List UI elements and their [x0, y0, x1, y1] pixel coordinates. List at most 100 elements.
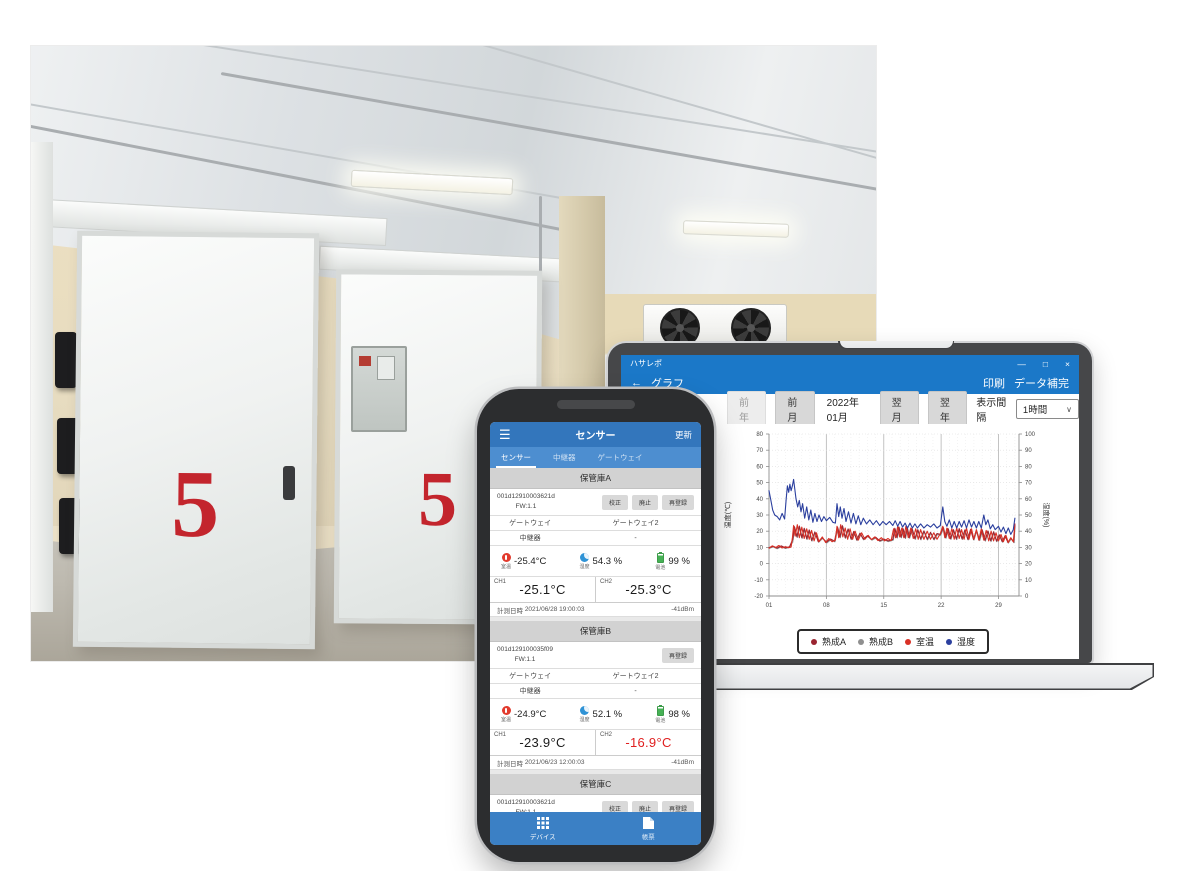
measured-at: 2021/06/28 19:00:03	[524, 606, 585, 613]
sensor-readings: 室温 -24.9°C 湿度 52.1 % 電池 98 %	[490, 699, 701, 730]
sensor-readings: 室温 -25.4°C 湿度 54.3 % 電池 99 %	[490, 546, 701, 577]
sensor-section-title: 保管庫B	[490, 621, 701, 642]
nav-devices[interactable]: デバイス	[490, 812, 596, 845]
legend-item: 熟成A	[811, 635, 846, 648]
window-title: ハサレポ	[630, 359, 662, 368]
decommission-button[interactable]: 廃止	[631, 800, 658, 816]
svg-text:20: 20	[1025, 562, 1032, 568]
temperature-humidity-chart: -20-100102030405060708001020304050607080…	[723, 432, 1051, 609]
svg-text:0: 0	[1025, 594, 1029, 600]
firmware-version: FW:1.1	[514, 656, 536, 663]
print-button[interactable]: 印刷	[983, 378, 1005, 390]
decommission-button[interactable]: 廃止	[631, 494, 658, 510]
reregister-button[interactable]: 再登録	[661, 494, 694, 510]
device-id-row: 001d129100035f09 FW:1.1 再登録	[490, 642, 701, 669]
prev-year-button[interactable]: 前年	[727, 391, 767, 427]
tab-sensor[interactable]: センサー	[490, 447, 542, 468]
svg-text:40: 40	[1025, 529, 1032, 535]
measurement-row: 計測日時 2021/06/23 12:00:03 -41dBm	[490, 756, 701, 770]
laptop-latch-notch	[838, 341, 954, 349]
legend-dot-icon	[946, 638, 953, 645]
device-id: 001d129100035f09	[497, 645, 554, 653]
svg-text:湿度(%): 湿度(%)	[1042, 503, 1051, 528]
legend-label: 室温	[916, 637, 935, 647]
svg-text:29: 29	[995, 603, 1002, 609]
phone-tab-bar: センサー 中継器 ゲートウェイ	[490, 447, 701, 468]
measurement-row: 計測日時 2021/06/28 19:00:03 -41dBm	[490, 603, 701, 617]
door-handle	[283, 466, 295, 500]
back-arrow-icon[interactable]: ←	[631, 377, 642, 389]
humidity-value: 52.1 %	[592, 708, 623, 720]
svg-text:10: 10	[756, 545, 763, 551]
data-complete-button[interactable]: データ補完	[1014, 378, 1069, 390]
legend-label: 熟成B	[869, 637, 894, 647]
gateway-row: ゲートウェイ ゲートウェイ2	[490, 669, 701, 684]
document-icon	[642, 816, 654, 829]
legend-item: 湿度	[946, 635, 975, 648]
svg-text:60: 60	[756, 464, 763, 470]
legend-dot-icon	[811, 638, 817, 645]
legend-dot-icon	[905, 638, 912, 645]
tab-repeater[interactable]: 中継器	[553, 453, 576, 462]
svg-text:-10: -10	[754, 578, 763, 584]
ch1-value: -23.9°C	[519, 735, 566, 750]
svg-text:80: 80	[1025, 464, 1032, 470]
conduit	[539, 196, 542, 316]
svg-text:100: 100	[1025, 432, 1036, 438]
close-button[interactable]: ×	[1065, 358, 1070, 369]
repeater-row: 中継器 -	[490, 531, 701, 546]
legend-item: 熟成B	[858, 635, 893, 648]
humidity-icon	[580, 552, 590, 562]
phone-mockup: ☰ センサー 更新 センサー 中継器 ゲートウェイ 保管庫A 001d12910…	[477, 389, 714, 862]
refresh-button[interactable]: 更新	[674, 429, 692, 440]
current-month-label: 2022年01月	[826, 398, 859, 424]
svg-text:90: 90	[1025, 448, 1032, 454]
tab-gateway[interactable]: ゲートウェイ	[597, 453, 643, 462]
svg-text:15: 15	[880, 603, 887, 609]
svg-text:30: 30	[756, 513, 763, 519]
device-id: 001d12910003621d	[497, 798, 555, 806]
legend-dot-icon	[858, 638, 865, 645]
svg-text:22: 22	[938, 603, 945, 609]
legend-label: 熟成A	[822, 637, 847, 647]
phone-screen: ☰ センサー 更新 センサー 中継器 ゲートウェイ 保管庫A 001d12910…	[490, 422, 701, 845]
legend-label: 湿度	[957, 637, 976, 647]
next-year-button[interactable]: 翌年	[927, 391, 968, 427]
nav-reports[interactable]: 帳票	[596, 812, 702, 845]
repeater-row: 中継器 -	[490, 684, 701, 699]
minimize-button[interactable]: —	[1017, 358, 1026, 369]
svg-text:0: 0	[760, 562, 764, 568]
measured-at: 2021/06/23 12:00:03	[524, 759, 585, 766]
legend-item: 室温	[905, 635, 934, 648]
battery-icon	[656, 551, 664, 563]
svg-text:30: 30	[1025, 545, 1032, 551]
phone-speaker	[556, 400, 635, 409]
interval-dropdown[interactable]: 1時間 ∨	[1015, 399, 1079, 419]
sensor-section-title: 保管庫A	[490, 468, 701, 489]
calibrate-button[interactable]: 校正	[601, 800, 628, 816]
channel-row: CH1 -25.1°C CH2 -25.3°C	[490, 577, 701, 603]
door-number: 5	[170, 449, 220, 558]
rssi-value: -41dBm	[671, 606, 694, 613]
svg-text:08: 08	[823, 603, 830, 609]
gateway-row: ゲートウェイ ゲートウェイ2	[490, 516, 701, 531]
phone-app-title: センサー	[575, 431, 616, 442]
maximize-button[interactable]: □	[1042, 358, 1049, 369]
wall-frame	[31, 142, 53, 612]
svg-text:40: 40	[756, 497, 763, 503]
next-month-button[interactable]: 翌月	[879, 391, 919, 427]
reregister-button[interactable]: 再登録	[661, 647, 694, 663]
device-id: 001d12910003621d	[497, 492, 555, 500]
room-temp-value: -24.9°C	[514, 708, 547, 720]
reregister-button[interactable]: 再登録	[661, 800, 694, 816]
calibrate-button[interactable]: 校正	[601, 494, 628, 510]
thermometer-icon	[501, 705, 511, 715]
svg-text:20: 20	[756, 529, 763, 535]
hamburger-menu-icon[interactable]: ☰	[499, 427, 511, 442]
grid-icon	[536, 816, 549, 829]
prev-month-button[interactable]: 前月	[775, 391, 815, 427]
window-titlebar: ハサレポ — □ ×	[621, 355, 1079, 372]
svg-text:50: 50	[1025, 513, 1032, 519]
ch2-value-alarm: -16.9°C	[625, 735, 672, 750]
